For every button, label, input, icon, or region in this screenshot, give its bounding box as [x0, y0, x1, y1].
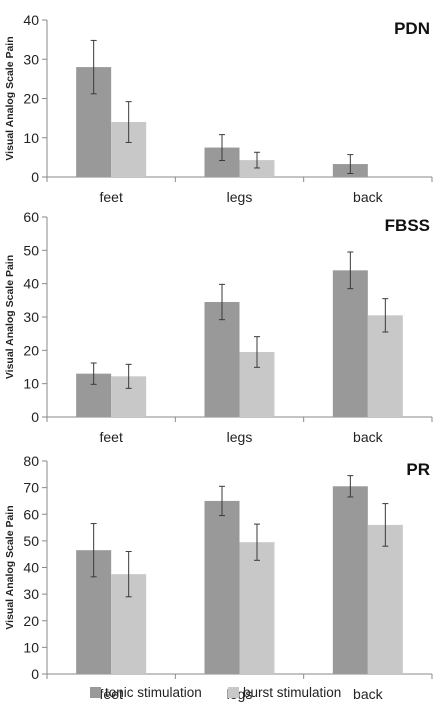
y-tick-label: 10: [23, 639, 39, 655]
error-bar: [90, 362, 97, 385]
y-axis-label: Visual Analog Scale Pain: [4, 36, 16, 160]
x-tick-label: feet: [99, 189, 122, 205]
error-bar: [219, 283, 225, 321]
legend-swatch: [228, 687, 239, 698]
error-bar: [347, 154, 354, 174]
y-tick-label: 80: [23, 453, 39, 469]
x-tick-label: back: [353, 189, 384, 205]
bar-tonic-stimulation-legs: [204, 500, 240, 674]
legend-swatch: [90, 687, 101, 698]
error-bar: [219, 485, 225, 517]
y-tick-label: 40: [23, 560, 39, 576]
y-tick-label: 0: [31, 169, 39, 185]
y-tick-label: 10: [23, 130, 39, 146]
error-bar: [382, 503, 389, 547]
y-tick-label: 60: [23, 209, 39, 225]
y-tick-label: 50: [23, 533, 39, 549]
y-axis-label: Visual Analog Scale Pain: [4, 505, 16, 629]
bar-burst-stimulation-legs: [239, 160, 275, 177]
y-tick-label: 60: [23, 506, 39, 522]
error-bar: [382, 298, 389, 333]
y-tick-label: 20: [23, 91, 39, 107]
y-tick-label: 30: [23, 51, 39, 67]
x-tick-label: legs: [227, 429, 253, 445]
y-axis-label: Visual Analog Scale Pain: [4, 255, 16, 379]
y-tick-label: 20: [23, 613, 39, 629]
bar-burst-stimulation-legs: [239, 542, 275, 674]
legend-label: burst stimulation: [243, 685, 341, 700]
y-tick-label: 50: [23, 242, 39, 258]
error-bar: [125, 363, 132, 389]
legend-item: burst stimulation: [228, 685, 341, 700]
bar-tonic-stimulation-legs: [204, 302, 240, 417]
bar-tonic-stimulation-back: [332, 270, 368, 417]
y-tick-label: 30: [23, 586, 39, 602]
panel-title: PDN: [394, 19, 430, 38]
error-bar: [219, 134, 225, 162]
legend-label: tonic stimulation: [105, 685, 202, 700]
y-tick-label: 0: [31, 409, 39, 425]
x-tick-label: legs: [227, 189, 253, 205]
y-tick-label: 40: [23, 12, 39, 28]
error-bar: [347, 475, 354, 498]
error-bar: [90, 523, 97, 578]
y-tick-label: 20: [23, 342, 39, 358]
y-tick-label: 10: [23, 376, 39, 392]
error-bar: [125, 101, 132, 143]
error-bar: [254, 523, 260, 561]
panel-title: FBSS: [385, 216, 430, 235]
bar-burst-stimulation-back: [367, 524, 403, 674]
error-bar: [254, 151, 260, 169]
x-tick-label: feet: [99, 429, 122, 445]
y-tick-label: 40: [23, 276, 39, 292]
legend: tonic stimulation burst stimulation: [90, 685, 341, 700]
panel-title: PR: [406, 460, 430, 479]
error-bar: [125, 551, 132, 598]
chart-panel-1: 0 10 20 30 40 50 60 feet legs back Visual Analog S…: [4, 209, 433, 445]
legend-item: tonic stimulation: [90, 685, 202, 700]
y-tick-label: 70: [23, 480, 39, 496]
x-tick-label: back: [353, 429, 384, 445]
y-tick-label: 0: [31, 666, 39, 682]
chart-panel-0: 0 10 20 30 40 feet legs back Visual Analog Scale…: [4, 12, 433, 205]
error-bar: [254, 336, 260, 368]
error-bar: [347, 251, 354, 290]
x-tick-label: back: [353, 686, 384, 702]
bar-tonic-stimulation-back: [332, 486, 368, 674]
y-tick-label: 30: [23, 309, 39, 325]
error-bar: [90, 39, 97, 95]
x-tick-label: feet: [99, 686, 122, 702]
